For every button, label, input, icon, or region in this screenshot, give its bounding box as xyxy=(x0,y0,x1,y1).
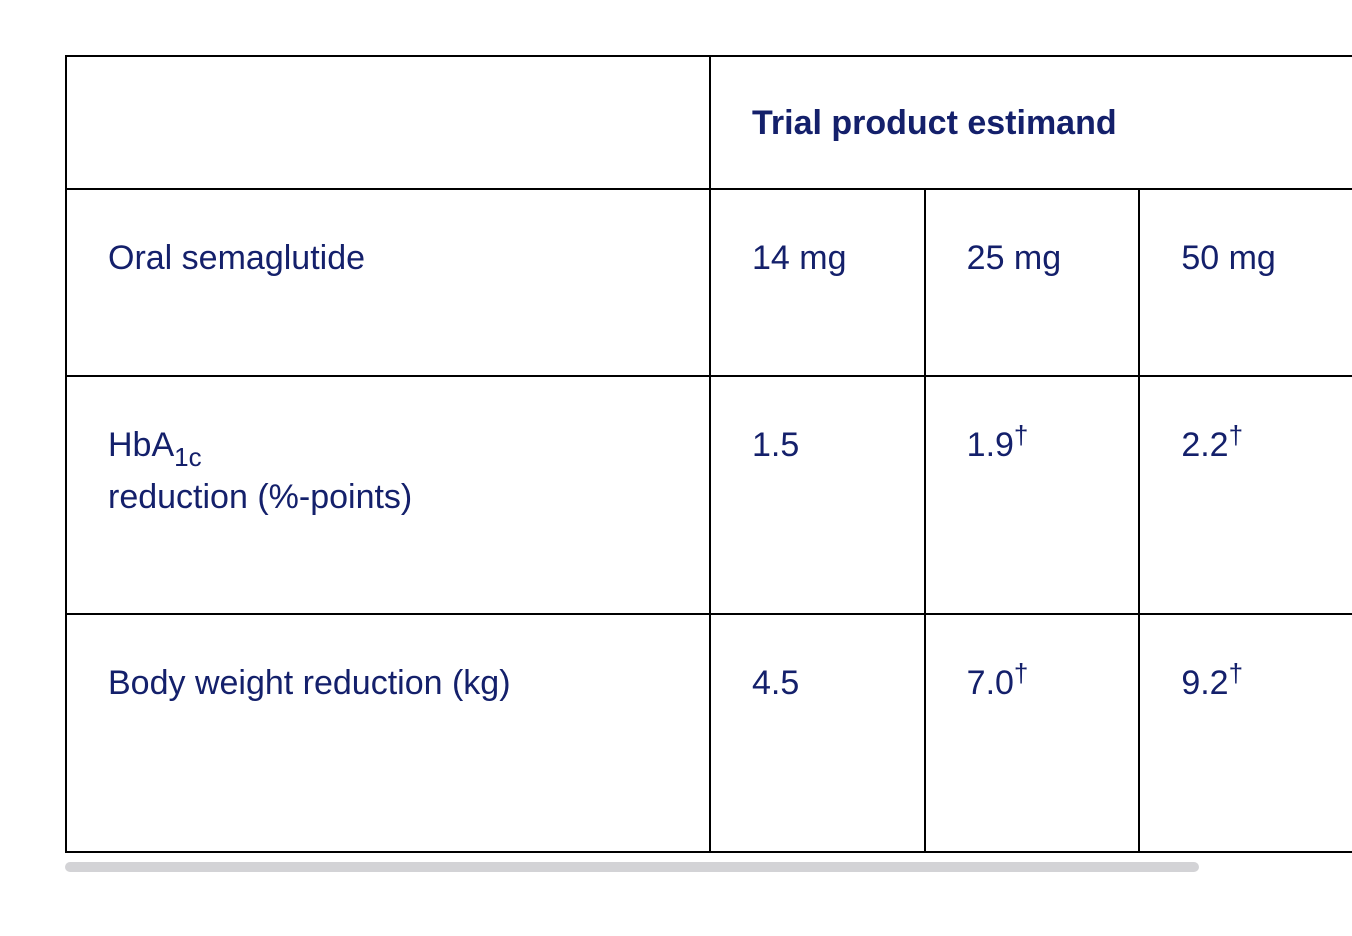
header-cell: Trial product estimand xyxy=(709,55,1352,190)
cell-text: 4.5 xyxy=(752,664,800,702)
cell-text: 50 mg xyxy=(1181,239,1276,277)
cell-text: 14 mg xyxy=(752,239,847,277)
cell-text: 9.2 xyxy=(1181,664,1229,702)
scrollbar[interactable] xyxy=(65,862,1199,872)
cell: 25 mg xyxy=(923,188,1141,377)
cell: 1.5 xyxy=(709,375,926,615)
table-row: Oral semaglutide 14 mg 25 mg 50 mg xyxy=(65,188,1352,377)
footnote-mark: † xyxy=(1013,420,1029,450)
cell-text: reduction (%-points) xyxy=(108,478,413,516)
footnote-mark: † xyxy=(1013,658,1029,688)
cell-text: Oral semaglutide xyxy=(108,239,366,277)
cell: 1.9† xyxy=(923,375,1141,615)
table-body: Trial product estimand Oral semaglutide 1… xyxy=(65,55,1352,853)
row-label: Oral semaglutide xyxy=(65,188,711,377)
cell-text: 1.5 xyxy=(752,426,800,464)
cell: 9.2† xyxy=(1138,613,1352,853)
cell: 4.5 xyxy=(709,613,926,853)
cell: 50 mg xyxy=(1138,188,1352,377)
cell-text: 1.9 xyxy=(966,426,1014,464)
footnote-mark: † xyxy=(1228,658,1244,688)
empty-cell xyxy=(65,55,711,190)
cell-text: 25 mg xyxy=(966,239,1062,277)
row-label: HbA1c reduction (%-points) xyxy=(65,375,711,615)
subscript: 1c xyxy=(174,442,202,472)
cell-text: Body weight reduction (kg) xyxy=(108,664,511,702)
cell: 14 mg xyxy=(709,188,926,377)
cell-text: 7.0 xyxy=(966,664,1014,702)
header-row: Trial product estimand xyxy=(65,55,1352,190)
footnote-mark: † xyxy=(1228,420,1244,450)
table-row: HbA1c reduction (%-points) 1.5 1.9† 2.2† xyxy=(65,375,1352,615)
cell: 2.2† xyxy=(1138,375,1352,615)
cell-text: HbA xyxy=(108,426,175,464)
table-row: Body weight reduction (kg) 4.5 7.0† 9.2† xyxy=(65,613,1352,853)
cell-text: 2.2 xyxy=(1181,426,1229,464)
table-scroll: Trial product estimand Oral semaglutide 1… xyxy=(65,55,1352,853)
table: Trial product estimand Oral semaglutide 1… xyxy=(65,55,1352,853)
row-label: Body weight reduction (kg) xyxy=(65,613,711,853)
cell: 7.0† xyxy=(923,613,1141,853)
